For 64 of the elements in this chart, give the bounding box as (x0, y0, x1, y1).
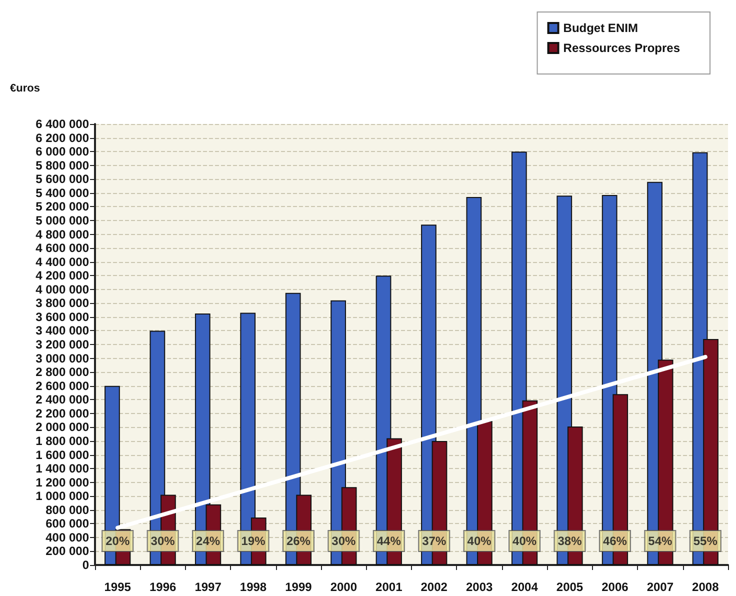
y-tick-label: 6 200 000 (36, 130, 90, 145)
x-tick-label: 2002 (420, 580, 448, 594)
y-tick-label: 1 200 000 (36, 475, 90, 490)
y-tick-label: 2 400 000 (36, 392, 90, 407)
x-tick-label: 2005 (556, 580, 584, 594)
y-tick-label: 2 600 000 (36, 378, 90, 393)
annotation: 20% (106, 534, 130, 548)
x-tick-label: 2008 (692, 580, 720, 594)
legend-label: Ressources Propres (563, 41, 680, 55)
y-tick-label: 3 800 000 (36, 296, 90, 310)
x-tick-label: 2000 (330, 580, 358, 594)
x-tick-label: 2006 (602, 580, 629, 594)
y-tick-label: 5 800 000 (36, 158, 90, 172)
y-tick-label: 4 200 000 (36, 268, 90, 283)
y-tick-label: 4 400 000 (36, 254, 90, 269)
annotation: 30% (150, 534, 176, 548)
annotation: 26% (286, 534, 311, 548)
annotation: 55% (693, 534, 718, 548)
annotation: 54% (648, 534, 673, 548)
y-tick-label: 1 800 000 (36, 434, 90, 448)
y-tick-label: 5 200 000 (36, 200, 90, 214)
y-tick-label: 600 000 (46, 516, 90, 531)
annotation: 46% (602, 534, 628, 548)
y-tick-label: 5 600 000 (36, 172, 90, 186)
y-tick-label: 6 400 000 (36, 117, 90, 131)
y-tick-label: 4 000 000 (36, 282, 90, 296)
annotation: 19% (241, 534, 266, 548)
y-tick-label: 3 000 000 (36, 351, 90, 366)
x-tick-label: 1996 (149, 580, 176, 594)
y-tick-label: 2 800 000 (36, 365, 90, 380)
y-tick-label: 6 000 000 (36, 144, 90, 159)
annotation: 40% (512, 534, 537, 548)
y-tick-label: 3 200 000 (36, 338, 90, 352)
y-tick-label: 1 600 000 (36, 448, 90, 462)
legend-label: Budget ENIM (563, 21, 638, 35)
y-tick-label: 200 000 (46, 544, 90, 558)
y-tick-label: 400 000 (46, 530, 90, 544)
x-tick-label: 1999 (285, 580, 312, 594)
y-tick-label: 5 000 000 (36, 213, 90, 228)
annotation: 37% (422, 534, 446, 548)
x-tick-label: 2001 (376, 580, 403, 594)
y-tick-label: 3 600 000 (36, 310, 90, 324)
y-tick-label: 4 800 000 (36, 227, 90, 242)
x-tick-label: 1995 (104, 580, 132, 594)
annotation: 44% (376, 534, 402, 548)
y-tick-label: 0 (82, 558, 90, 572)
annotation: 40% (467, 534, 492, 548)
y-tick-label: 2 200 000 (36, 406, 90, 420)
y-tick-label: 4 600 000 (36, 241, 90, 256)
y-axis-title: €uros (10, 82, 40, 94)
x-tick-label: 2004 (511, 580, 538, 594)
x-tick-label: 2003 (466, 580, 493, 594)
y-tick-label: 800 000 (46, 502, 90, 517)
x-tick-label: 2007 (646, 580, 674, 594)
annotation: 30% (332, 534, 356, 548)
annotation: 38% (558, 534, 582, 548)
y-tick-label: 5 400 000 (36, 186, 90, 200)
x-tick-label: 1997 (194, 580, 222, 594)
y-tick-label: 3 400 000 (36, 324, 90, 338)
y-tick-label: 1 400 000 (36, 462, 90, 476)
y-tick-label: 2 000 000 (36, 420, 90, 434)
x-tick-label: 1998 (240, 580, 267, 594)
annotation: 24% (196, 534, 220, 548)
y-tick-label: 1 000 000 (36, 489, 90, 504)
